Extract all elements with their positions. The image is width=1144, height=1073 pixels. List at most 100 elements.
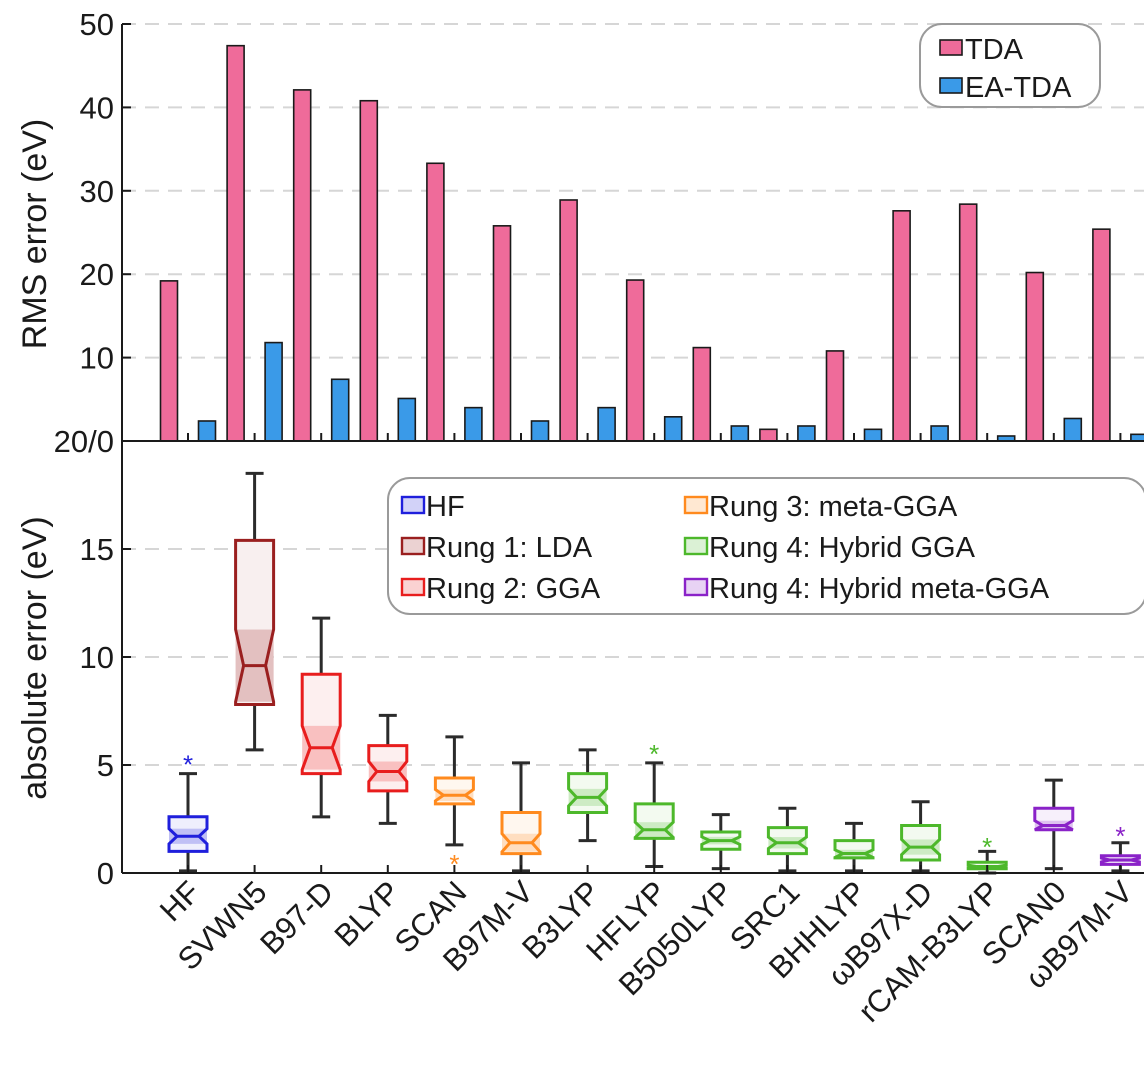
legend-swatch-group-0 <box>400 495 426 515</box>
box-outline <box>433 776 475 806</box>
outlier-marker: * <box>1115 821 1125 851</box>
box-outline <box>1099 854 1141 866</box>
bar-tda <box>492 225 512 442</box>
box-outline <box>766 826 808 856</box>
bottom-axes: 0 5 10 15 20/0 <box>54 424 1144 891</box>
shared-axis-tick-label: 20/0 <box>54 424 114 459</box>
top-y-tick-label: 30 <box>80 174 114 209</box>
top-y-tick-label: 20 <box>80 257 114 292</box>
top-y-axis-label: RMS error (eV) <box>16 119 54 349</box>
bar-ea-tda <box>330 378 350 442</box>
legend-swatch-tda <box>939 39 963 56</box>
box-0: * <box>167 750 209 873</box>
bar-tda <box>426 162 445 442</box>
box-3 <box>367 713 409 825</box>
top-y-tick-label: 50 <box>80 7 114 42</box>
box-5 <box>500 761 542 873</box>
bottom-y-axis-label: absolute error (eV) <box>16 516 54 799</box>
bar-ea-tda <box>730 425 750 442</box>
bar-tda <box>825 350 845 442</box>
legend-label-group-0: HF <box>426 491 465 523</box>
box-14: * <box>1099 821 1141 873</box>
box-outline <box>1033 806 1075 832</box>
bottom-y-tick-label: 15 <box>80 532 114 567</box>
box-outline <box>966 860 1008 871</box>
legend-swatch-group-4 <box>683 536 709 556</box>
top-legend: TDA EA-TDA <box>919 23 1101 108</box>
box-6 <box>567 748 609 843</box>
box-1 <box>234 471 276 752</box>
bar-ea-tda <box>863 428 883 442</box>
legend-swatch-group-3 <box>683 495 709 515</box>
x-tick-labels: HFSVWN5B97-DBLYPSCANB97M-VB3LYPHFLYPB505… <box>153 874 1140 1029</box>
box-7: * <box>633 739 675 869</box>
box-outline <box>234 538 276 706</box>
legend-swatch-group-1 <box>400 536 426 556</box>
bar-ea-tda <box>663 416 683 442</box>
bar-tda <box>692 346 712 442</box>
bottom-y-tick-label: 0 <box>97 856 114 891</box>
box-outline <box>300 672 342 776</box>
box-4: * <box>433 735 475 879</box>
bar-tda <box>159 280 179 442</box>
legend-label-tda: TDA <box>965 34 1024 66</box>
bar-tda <box>625 279 645 442</box>
box-9 <box>766 806 808 873</box>
top-legend-box <box>919 23 1101 108</box>
box-outline <box>833 839 875 860</box>
x-tick-label: HF <box>153 874 207 928</box>
box-outline <box>500 811 542 856</box>
bar-tda <box>359 99 379 442</box>
legend-label-group-2: Rung 2: GGA <box>426 573 601 605</box>
top-bar-panel: 10 20 30 40 50 RMS error (eV) TDA EA-TDA <box>16 7 1144 442</box>
bar-tda <box>958 203 978 442</box>
bottom-legend-box <box>387 477 1144 615</box>
bar-ea-tda <box>464 406 483 442</box>
bar-ea-tda <box>530 420 550 442</box>
bar-tda <box>1025 271 1045 442</box>
x-tick-label: B97-D <box>253 874 340 961</box>
bar-ea-tda <box>797 425 816 442</box>
legend-label-group-3: Rung 3: meta-GGA <box>709 491 958 523</box>
legend-label-group-4: Rung 4: Hybrid GGA <box>709 532 976 564</box>
box-outline <box>567 772 609 814</box>
top-y-tick-label: 40 <box>80 90 114 125</box>
bottom-y-tick-label: 5 <box>97 748 114 783</box>
box-2 <box>300 616 342 819</box>
legend-label-group-5: Rung 4: Hybrid meta-GGA <box>709 573 1050 605</box>
outlier-marker: * <box>449 849 459 879</box>
bar-ea-tda <box>197 420 217 442</box>
box-8 <box>700 813 742 871</box>
bottom-legend: HF Rung 1: LDA Rung 2: GGA Rung 3: meta-GGA… <box>387 477 1144 615</box>
bar-tda <box>559 199 578 442</box>
legend-label-ea-tda: EA-TDA <box>965 72 1072 104</box>
legend-swatch-group-2 <box>400 577 426 597</box>
outlier-marker: * <box>183 750 193 780</box>
bar-ea-tda <box>264 341 283 442</box>
box-13 <box>1033 778 1075 871</box>
top-axes: 10 20 30 40 50 <box>80 7 1144 442</box>
bar-tda <box>226 44 245 442</box>
bar-tda <box>292 89 312 442</box>
bar-tda <box>892 210 911 442</box>
bottom-y-tick-label: 10 <box>80 640 114 675</box>
box-10 <box>833 821 875 873</box>
bar-ea-tda <box>397 397 417 442</box>
box-outline <box>167 815 209 853</box>
bar-ea-tda <box>930 425 949 442</box>
box-outline <box>900 824 942 862</box>
bar-ea-tda <box>597 406 616 442</box>
bar-ea-tda <box>1130 433 1144 442</box>
outlier-marker: * <box>982 832 992 862</box>
top-y-tick-label: 10 <box>80 341 114 376</box>
bottom-boxes: * * * * * <box>167 471 1141 879</box>
legend-swatch-group-5 <box>683 577 709 597</box>
legend-label-group-1: Rung 1: LDA <box>426 532 593 564</box>
box-11 <box>900 800 942 873</box>
bar-tda <box>759 428 778 442</box>
box-outline <box>633 802 675 840</box>
bar-tda <box>1092 228 1111 442</box>
box-outline <box>367 744 409 793</box>
outlier-marker: * <box>649 739 659 769</box>
